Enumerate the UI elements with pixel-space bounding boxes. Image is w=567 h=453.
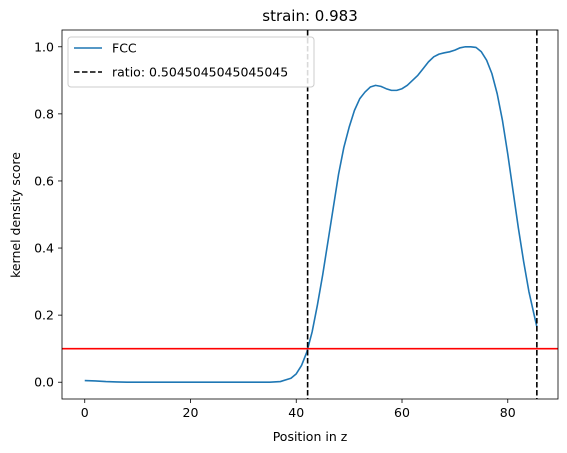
chart-title: strain: 0.983 [262, 7, 358, 25]
y-axis-label: kernel density score [8, 152, 23, 278]
y-tick-label: 0.8 [34, 106, 54, 121]
y-tick-label: 1.0 [34, 39, 54, 54]
x-tick-label: 0 [81, 405, 89, 420]
y-tick-label: 0.0 [34, 375, 54, 390]
series-line-fcc [84, 45, 538, 384]
y-tick-label: 0.4 [34, 241, 54, 256]
x-axis-label: Position in z [273, 429, 348, 444]
y-tick-label: 0.2 [34, 308, 54, 323]
x-tick-label: 20 [183, 405, 199, 420]
x-tick-label: 80 [500, 405, 516, 420]
legend-box [67, 36, 315, 88]
legend-label-fcc: FCC [112, 41, 137, 56]
plot-frame [61, 29, 559, 400]
y-tick-label: 0.6 [34, 173, 54, 188]
x-axis: 0 20 40 60 80 [81, 399, 516, 420]
legend-label-ratio: ratio: 0.5045045045045045 [112, 65, 288, 80]
x-tick-label: 40 [288, 405, 304, 420]
legend: FCC ratio: 0.5045045045045045 [67, 36, 315, 88]
y-axis: 0.0 0.2 0.4 0.6 0.8 1.0 [34, 39, 62, 390]
x-tick-label: 60 [394, 405, 410, 420]
plot-area [62, 30, 558, 399]
